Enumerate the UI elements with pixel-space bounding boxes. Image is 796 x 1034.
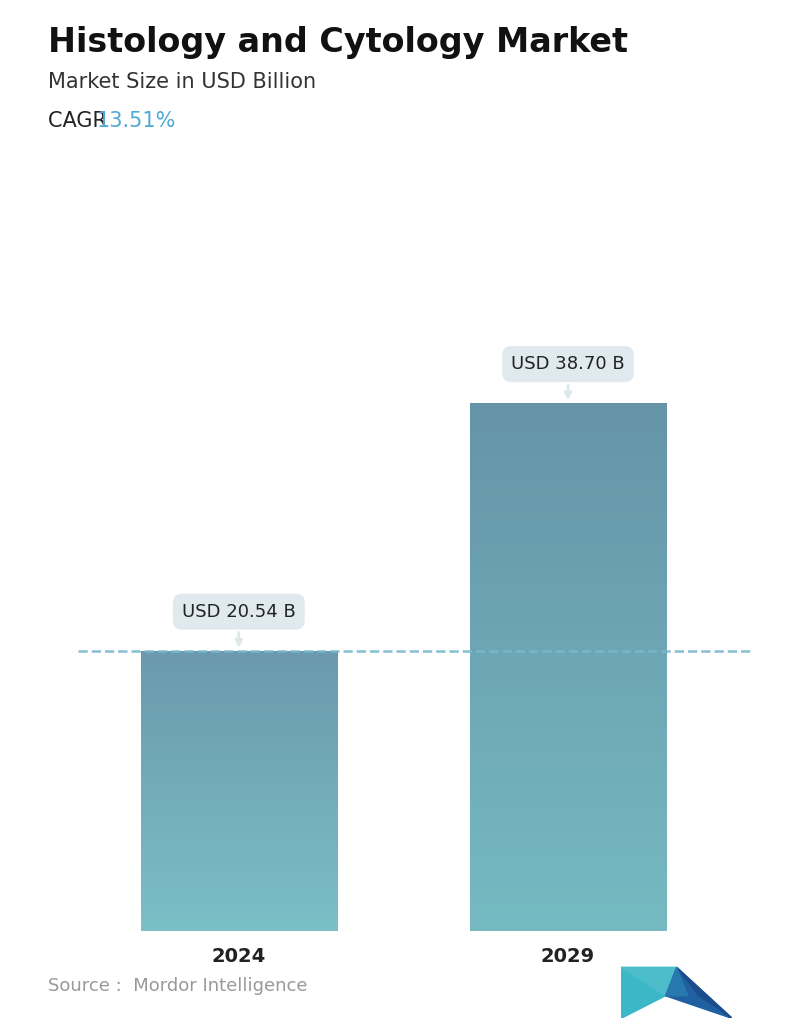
Polygon shape bbox=[621, 968, 665, 1018]
Polygon shape bbox=[665, 968, 732, 1018]
Text: USD 20.54 B: USD 20.54 B bbox=[182, 603, 295, 645]
Text: Market Size in USD Billion: Market Size in USD Billion bbox=[48, 72, 316, 92]
Text: USD 38.70 B: USD 38.70 B bbox=[511, 355, 625, 397]
Text: 13.51%: 13.51% bbox=[97, 111, 177, 130]
Text: Source :  Mordor Intelligence: Source : Mordor Intelligence bbox=[48, 977, 307, 995]
Text: CAGR: CAGR bbox=[48, 111, 120, 130]
Polygon shape bbox=[665, 968, 688, 996]
Text: Histology and Cytology Market: Histology and Cytology Market bbox=[48, 26, 628, 59]
Polygon shape bbox=[677, 968, 732, 1018]
Polygon shape bbox=[621, 968, 677, 996]
